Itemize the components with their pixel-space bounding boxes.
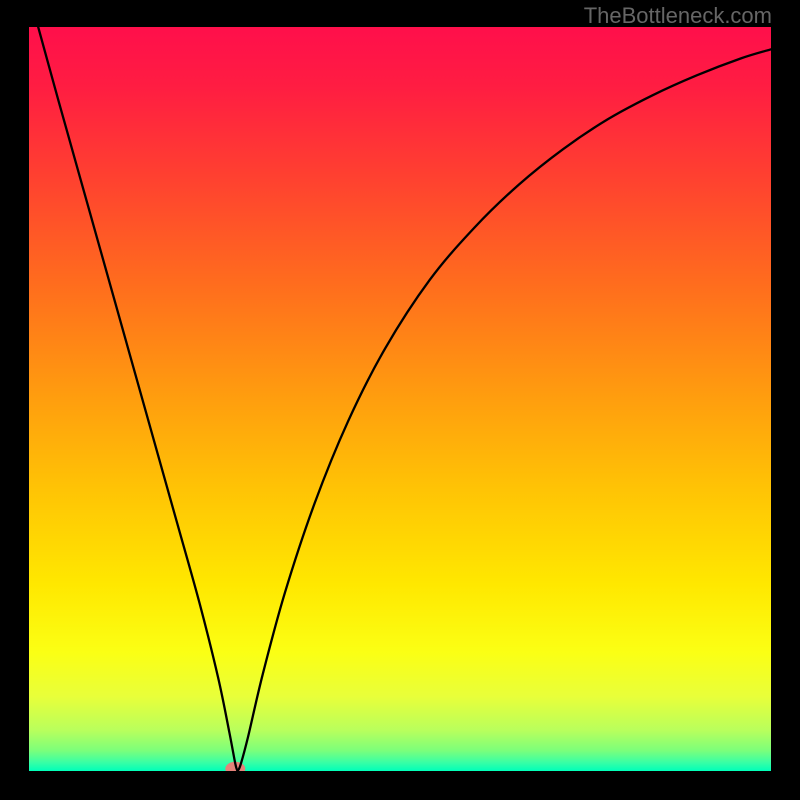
gradient-background	[29, 27, 771, 771]
chart-canvas: TheBottleneck.com	[0, 0, 800, 800]
plot-area	[29, 27, 771, 771]
watermark-text: TheBottleneck.com	[584, 3, 772, 29]
